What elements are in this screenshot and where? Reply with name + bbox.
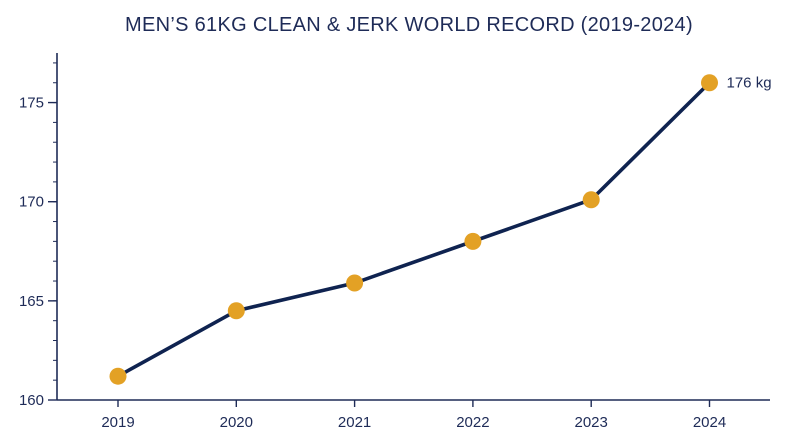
x-tick-label: 2024	[693, 414, 726, 431]
y-tick-label: 160	[19, 392, 44, 409]
data-point	[582, 191, 600, 209]
axes	[56, 53, 770, 401]
data-point	[464, 232, 482, 250]
series	[109, 74, 718, 385]
x-tick-label: 2022	[456, 414, 489, 431]
x-tick-label: 2021	[338, 414, 371, 431]
x-tick-label: 2019	[101, 414, 134, 431]
y-tick-label: 175	[19, 95, 44, 112]
ticks: 160 165 170 175 2019 2020 2021 2022 2023 2024	[19, 62, 726, 431]
y-tick-label: 165	[19, 293, 44, 310]
data-point	[227, 302, 245, 320]
x-tick-label: 2023	[575, 414, 608, 431]
data-point	[701, 74, 718, 92]
data-point	[346, 274, 364, 292]
series-line	[116, 80, 712, 379]
chart-title: MEN’S 61KG CLEAN & JERK WORLD RECORD (20…	[125, 14, 693, 36]
y-tick-label: 170	[19, 194, 44, 211]
data-point	[109, 367, 127, 385]
x-tick-label: 2020	[220, 414, 253, 431]
annotations: 176 kg	[727, 75, 772, 92]
data-label: 176 kg	[727, 75, 772, 92]
